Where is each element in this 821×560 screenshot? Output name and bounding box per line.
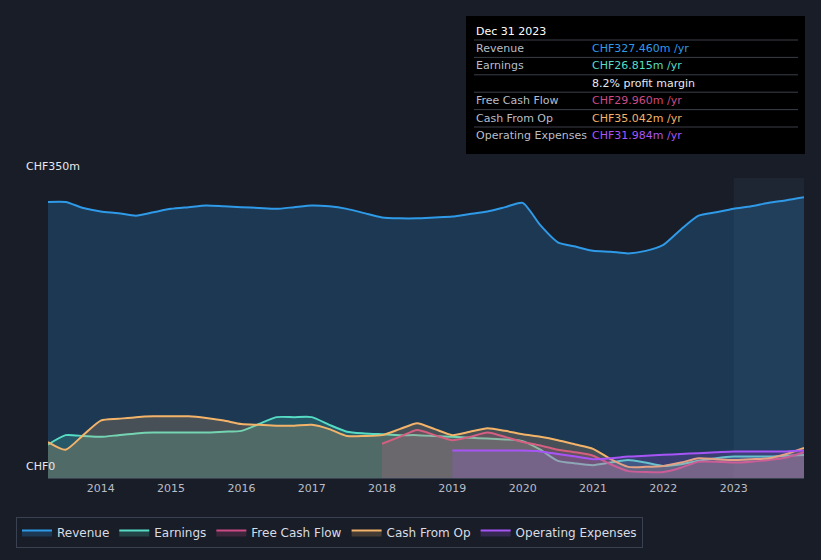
svg-text:Free Cash Flow: Free Cash Flow	[251, 526, 341, 540]
svg-text:Earnings: Earnings	[476, 59, 524, 72]
svg-text:2020: 2020	[509, 482, 537, 495]
svg-text:CHF29.960m /yr: CHF29.960m /yr	[592, 94, 682, 107]
svg-text:Free Cash Flow: Free Cash Flow	[476, 94, 559, 107]
svg-text:2022: 2022	[649, 482, 677, 495]
svg-text:CHF0: CHF0	[26, 460, 55, 473]
svg-text:2015: 2015	[157, 482, 185, 495]
svg-text:2014: 2014	[87, 482, 115, 495]
svg-text:Cash From Op: Cash From Op	[387, 526, 471, 540]
svg-text:8.2% profit margin: 8.2% profit margin	[592, 77, 695, 90]
svg-text:2017: 2017	[298, 482, 326, 495]
svg-text:CHF350m: CHF350m	[26, 160, 80, 173]
svg-text:Cash From Op: Cash From Op	[476, 112, 553, 125]
svg-text:CHF31.984m /yr: CHF31.984m /yr	[592, 129, 682, 142]
svg-text:CHF35.042m /yr: CHF35.042m /yr	[592, 112, 682, 125]
svg-text:CHF26.815m /yr: CHF26.815m /yr	[592, 59, 682, 72]
svg-text:2021: 2021	[579, 482, 607, 495]
svg-text:Dec 31 2023: Dec 31 2023	[476, 25, 546, 38]
svg-text:Operating Expenses: Operating Expenses	[516, 526, 637, 540]
svg-text:CHF327.460m /yr: CHF327.460m /yr	[592, 42, 689, 55]
svg-text:Operating Expenses: Operating Expenses	[476, 129, 587, 142]
svg-text:2019: 2019	[438, 482, 466, 495]
svg-text:Revenue: Revenue	[476, 42, 524, 55]
svg-text:2018: 2018	[368, 482, 396, 495]
svg-text:2023: 2023	[720, 482, 748, 495]
svg-text:Revenue: Revenue	[57, 526, 109, 540]
svg-text:Earnings: Earnings	[154, 526, 206, 540]
svg-text:2016: 2016	[227, 482, 255, 495]
